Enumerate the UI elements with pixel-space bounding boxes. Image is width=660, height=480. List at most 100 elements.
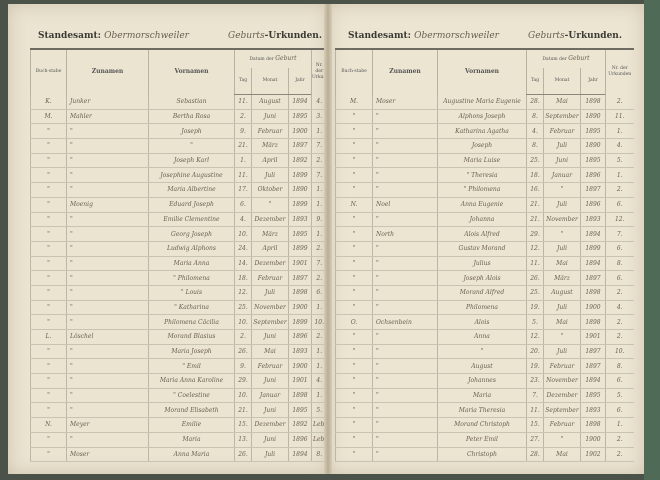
cell-day: 27. [526,432,544,448]
cell-month: Mai [543,314,581,330]
cell-year: 1898 [579,94,606,110]
cell-letter: " [335,417,373,433]
table-row: " " Philomena Cäcilia 10. September 1899 10. [30,314,327,330]
cell-year: 1899 [287,167,312,184]
cell-month: Juli [543,344,581,360]
cell-letter: " [335,182,373,198]
cell-year: 1900 [579,300,606,316]
cell-day: 29. [234,373,252,389]
cell-month: Dezember [251,212,289,228]
cell-letter: N. [30,417,67,433]
cell-month: September [251,314,289,330]
table-row: " " Gustav Morand 12. Juli 1899 6. [335,241,634,257]
cell-day: 18. [526,167,544,184]
cell-given: " Coelestine [148,388,235,404]
cell-letter: " [335,300,373,316]
cell-day: 28. [526,447,544,463]
cell-given: Anna [437,329,527,345]
cell-given: Gustav Morand [437,241,527,257]
cell-letter: " [335,256,373,272]
cell-surname: " [372,285,438,301]
cell-nr: 1. [311,300,327,316]
cell-surname: " [372,167,438,184]
table-row: " " Morand Christoph 15. Februar 1898 1. [335,417,634,433]
table-row: " " Christoph 28. Mai 1902 2. [335,447,634,463]
col-year: Jahr [579,68,606,95]
cell-year: 1895 [287,109,312,125]
cell-day: 25. [526,285,544,301]
record-type-heading: Geburts-Urkunden. [228,31,322,41]
cell-year: 1901 [287,373,312,389]
table-row: " " Alphons Joseph 8. September 1890 11. [335,109,634,125]
cell-surname: " [66,358,149,375]
table-row: " " Johanna 21. November 1893 12. [335,212,634,228]
cell-day: 19. [526,300,544,316]
table-row: N. Noel Anna Eugenie 21. Juli 1896 6. [335,197,634,213]
cell-nr: 2. [311,329,327,345]
table-row: " " Maria Anna Karoline 29. Juni 1901 4. [30,373,327,389]
cell-day: 4. [234,212,252,228]
cell-given: Alphons Joseph [437,109,527,125]
cell-surname: " [372,138,438,154]
cell-letter: M. [30,109,67,125]
table-row: " " Anna 12. " 1901 2. [335,329,634,345]
cell-month: Oktober [251,182,289,198]
col-date: Datum der Geburt [233,48,312,68]
table-row: " " Maria Luise 25. Juni 1895 5. [335,153,634,169]
cell-day: 24. [234,241,252,257]
table-row: " " " Coelestine 10. Januar 1898 1. [30,388,327,404]
cell-year: 1896 [579,197,606,213]
cell-nr: 4. [605,138,634,154]
cell-given: " Emil [148,358,235,375]
table-row: " " Philomena 19. Juli 1900 4. [335,300,634,316]
cell-nr: 11. [605,109,634,125]
cell-nr: 6. [605,402,634,419]
cell-nr: 7. [311,167,327,184]
cell-year: 1896 [287,432,312,448]
cell-day: 4. [526,123,544,140]
cell-year: 1895 [579,123,606,140]
cell-day: 19. [526,358,544,375]
office-heading: Standesamt: Obermorschweiler [38,31,189,41]
cell-day: 25. [234,300,252,316]
cell-surname: " [372,358,438,375]
cell-month: Mai [543,256,581,272]
cell-nr: 2. [605,432,634,448]
left-page: Standesamt: Obermorschweiler Geburts-Urk… [8,4,335,474]
cell-year: 1900 [287,300,312,316]
cell-given: Josephine Augustine [148,167,235,184]
cell-month: August [543,285,581,301]
cell-day: 15. [234,417,252,433]
cell-surname: Moser [372,94,438,110]
table-row: L. Löschel Morand Blasius 2. Juni 1896 2. [30,329,327,345]
cell-year: 1893 [579,402,606,419]
cell-year: 1898 [287,388,312,404]
cell-nr: 1. [311,388,327,404]
cell-given: Joseph [148,123,235,140]
cell-nr: 7. [311,256,327,272]
cell-surname: " [66,300,149,316]
cell-day: 13. [234,432,252,448]
cell-nr: 6. [605,270,634,286]
cell-month: Juli [543,197,581,213]
cell-given: Emilie [148,417,235,433]
cell-given: Maria Anna Karoline [148,373,235,389]
cell-surname: " [66,138,149,154]
cell-surname: " [66,167,149,184]
table-row: " " Josephine Augustine 11. Juli 1899 7. [30,167,327,184]
cell-letter: " [335,344,373,360]
cell-surname: " [372,182,438,198]
cell-month: September [543,109,581,125]
col-date-label: Datum der [542,56,567,62]
cell-year: 1890 [579,109,606,125]
cell-year: 1894 [287,94,312,110]
col-surname: Zunamen [66,48,149,95]
cell-letter: " [30,182,67,198]
cell-letter: N. [335,197,373,213]
cell-given: Augustine Maria Eugenie [437,94,527,110]
cell-nr: 8. [605,256,634,272]
cell-nr: Lebendig [311,417,327,433]
cell-month: Juli [543,138,581,154]
cell-year: 1890 [287,182,312,198]
